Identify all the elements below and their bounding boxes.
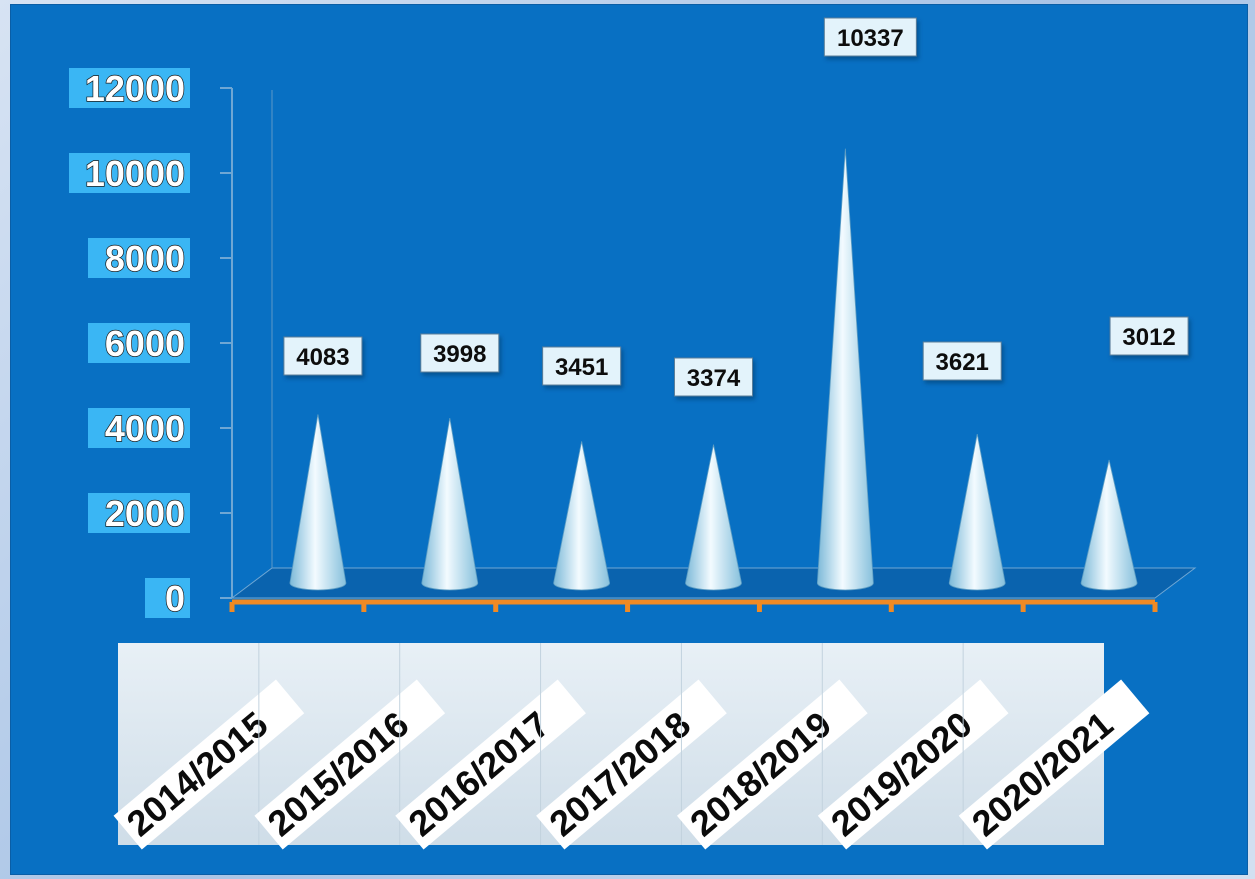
data-label-box <box>542 346 622 386</box>
data-label-box <box>1109 316 1189 356</box>
data-label-text: 3621 <box>936 349 989 376</box>
category-label-halo <box>113 679 305 850</box>
cone-body <box>1080 459 1138 591</box>
category-label-halo <box>817 679 1009 850</box>
category-label-halo <box>254 679 446 850</box>
data-label-text: 3012 <box>1122 324 1175 351</box>
category-label-halo <box>395 679 586 850</box>
cone-bar <box>421 418 479 591</box>
y-tick-label: 8000 <box>105 238 185 279</box>
y-tick-label: 0 <box>165 578 185 619</box>
cone-bar <box>948 434 1006 591</box>
y-tick-label-bg <box>69 153 190 193</box>
y-tick-label-bg <box>88 238 190 278</box>
data-label-box <box>674 357 753 397</box>
data-label-text: 4083 <box>296 344 349 371</box>
data-label-text: 3374 <box>687 365 741 392</box>
cone-bar <box>289 414 347 591</box>
y-tick-label: 2000 <box>105 493 185 534</box>
data-label: 10337 <box>823 17 917 57</box>
data-label-text: 10337 <box>837 25 904 52</box>
cone-body <box>685 444 742 591</box>
data-label-text: 3998 <box>433 341 486 368</box>
y-tick-label: 12000 <box>85 68 185 109</box>
data-label-box <box>283 336 363 376</box>
data-label: 4083 <box>283 336 363 376</box>
data-label: 3374 <box>674 357 753 397</box>
y-tick-label-bg <box>88 323 190 363</box>
category-label-halo <box>958 679 1150 850</box>
category-label-halo <box>536 679 727 850</box>
cone-body <box>421 418 479 591</box>
y-tick-label: 10000 <box>85 153 185 194</box>
cone-body <box>289 414 347 591</box>
y-tick-label-bg <box>88 408 190 448</box>
data-label: 3012 <box>1109 316 1189 356</box>
y-tick-label-bg <box>69 68 190 108</box>
cone-bar <box>816 148 874 591</box>
data-label: 3451 <box>542 346 622 386</box>
cone-body <box>553 441 611 591</box>
data-label-text: 3451 <box>555 354 608 381</box>
category-label-halo <box>676 679 868 850</box>
cone-body <box>816 148 874 591</box>
cone-bar <box>1080 459 1138 591</box>
data-label-box <box>420 333 500 373</box>
cone-bar <box>685 444 742 591</box>
data-label: 3998 <box>420 333 500 373</box>
cone-bar <box>553 441 611 591</box>
cone-body <box>948 434 1006 591</box>
data-label-box <box>823 17 917 57</box>
y-tick-label-bg <box>88 493 190 533</box>
y-tick-label: 6000 <box>105 323 185 364</box>
data-label-box <box>922 341 1002 381</box>
y-tick-label: 4000 <box>105 408 185 449</box>
y-tick-label-bg <box>145 578 190 618</box>
data-label: 3621 <box>922 341 1002 381</box>
